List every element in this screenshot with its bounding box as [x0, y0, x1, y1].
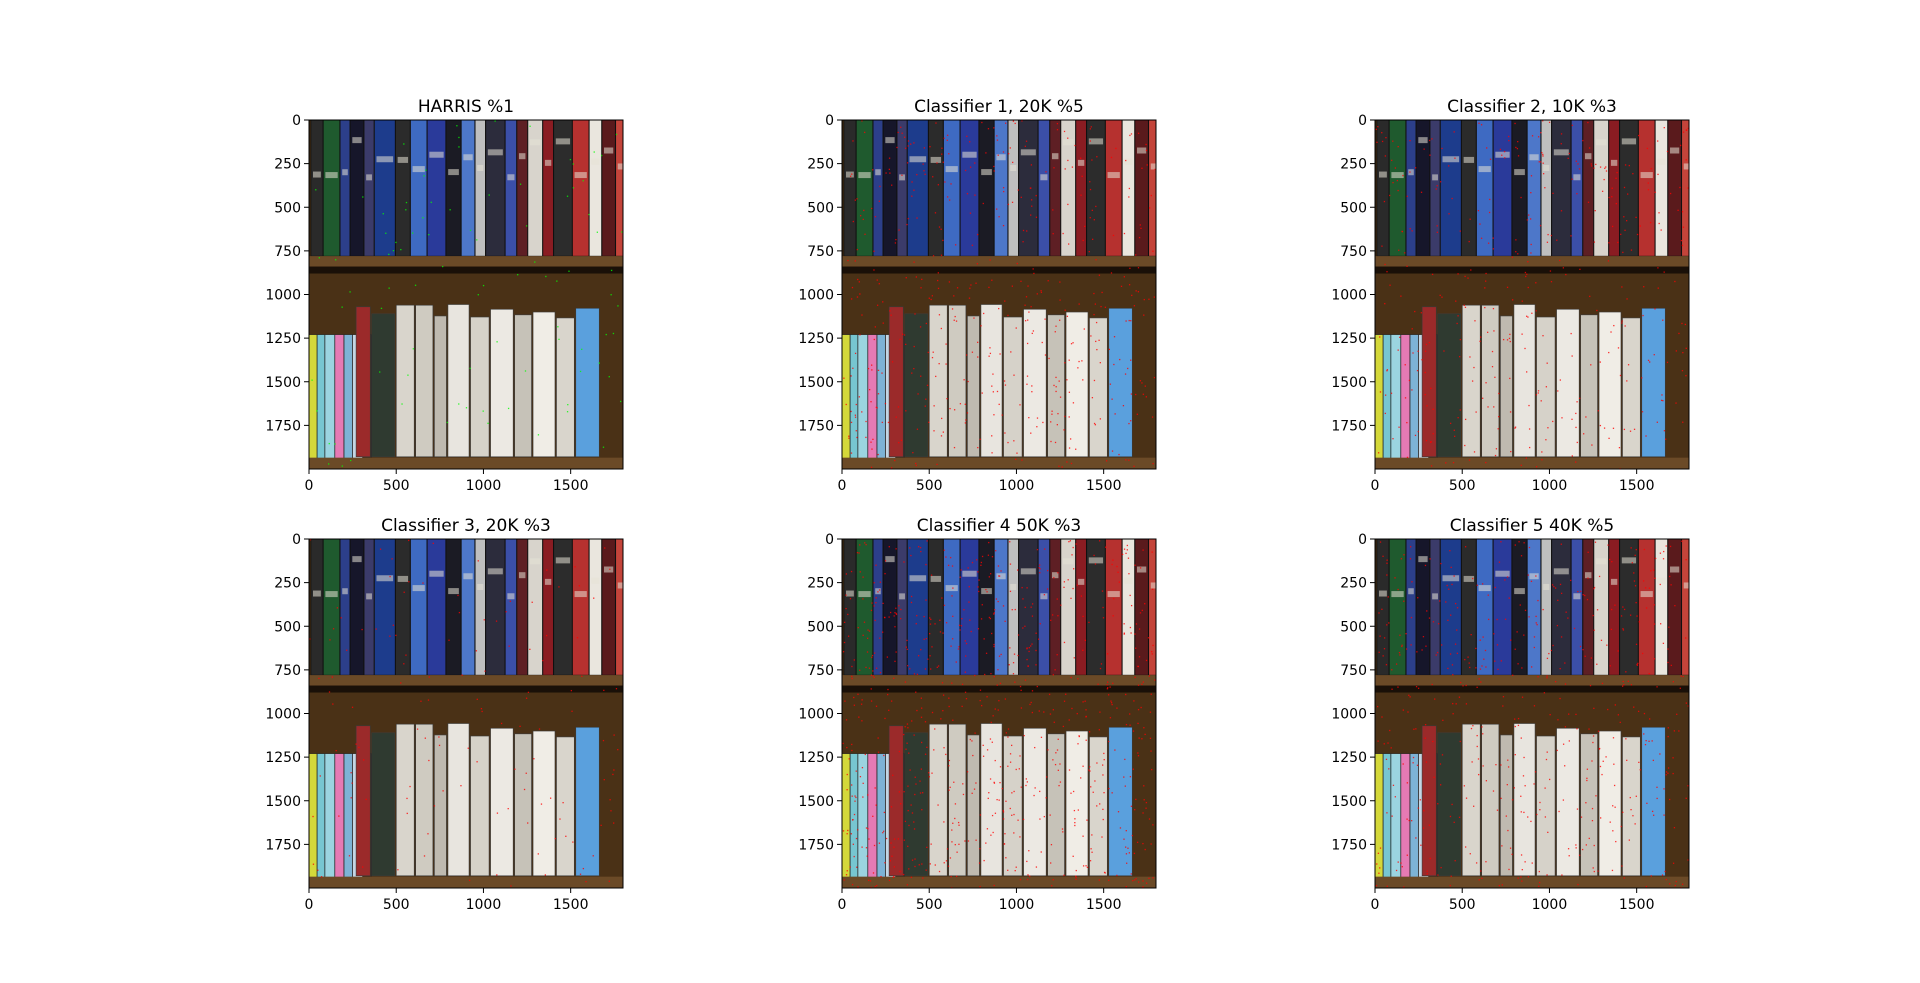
bookshelf-image [309, 120, 623, 469]
y-tick-label: 0 [292, 113, 301, 129]
x-tick-label: 0 [305, 478, 314, 494]
y-tick-label: 1750 [798, 837, 834, 853]
y-tick-label: 750 [807, 663, 834, 679]
subplot-title: Classifier 3, 20K %3 [381, 516, 551, 536]
y-tick-label: 1500 [798, 794, 834, 810]
bookshelf-image [842, 539, 1156, 888]
y-tick-label: 250 [1340, 576, 1367, 592]
x-tick-label: 1500 [1619, 897, 1655, 913]
y-tick-label: 750 [274, 663, 301, 679]
y-tick-label: 1250 [798, 331, 834, 347]
y-tick-label: 1500 [798, 375, 834, 391]
subplot-2: Classifier 1, 20K %5 0 500 1000 1500 0 250 500 7… [798, 97, 1157, 494]
bookshelf-image [842, 120, 1156, 469]
subplot-title: Classifier 2, 10K %3 [1447, 97, 1617, 117]
y-tick-label: 1000 [798, 707, 834, 723]
y-tick-label: 1750 [265, 837, 301, 853]
y-tick-label: 0 [825, 113, 834, 129]
subplot-5: Classifier 4 50K %3 0 500 1000 1500 0 250 500 75… [798, 516, 1157, 913]
subplot-title: Classifier 5 40K %5 [1450, 516, 1614, 536]
y-tick-label: 1250 [1331, 750, 1367, 766]
y-tick-label: 1500 [265, 794, 301, 810]
y-tick-label: 500 [274, 200, 301, 216]
x-tick-label: 1500 [553, 478, 589, 494]
x-tick-label: 500 [916, 897, 943, 913]
subplot-title: Classifier 4 50K %3 [917, 516, 1081, 536]
y-tick-label: 1750 [1331, 837, 1367, 853]
x-tick-label: 1500 [1086, 478, 1122, 494]
y-tick-label: 1500 [1331, 794, 1367, 810]
subplot-6: Classifier 5 40K %5 0 500 1000 1500 0 250 500 75… [1331, 516, 1690, 913]
y-tick-label: 750 [1340, 244, 1367, 260]
bookshelf-image [309, 539, 623, 888]
x-tick-label: 0 [1371, 478, 1380, 494]
x-tick-label: 0 [838, 478, 847, 494]
x-tick-label: 1500 [1086, 897, 1122, 913]
y-tick-label: 1250 [265, 750, 301, 766]
y-tick-label: 250 [274, 576, 301, 592]
y-tick-label: 500 [807, 200, 834, 216]
y-tick-label: 500 [274, 619, 301, 635]
y-tick-label: 250 [807, 576, 834, 592]
y-tick-label: 0 [1358, 113, 1367, 129]
x-tick-label: 1500 [1619, 478, 1655, 494]
x-tick-label: 500 [916, 478, 943, 494]
y-tick-label: 1250 [1331, 331, 1367, 347]
y-tick-label: 1000 [1331, 707, 1367, 723]
y-tick-label: 1000 [265, 707, 301, 723]
x-tick-label: 0 [1371, 897, 1380, 913]
x-tick-label: 500 [1449, 897, 1476, 913]
y-tick-label: 750 [1340, 663, 1367, 679]
x-tick-label: 1000 [999, 897, 1035, 913]
x-tick-label: 1000 [466, 478, 502, 494]
y-tick-label: 1000 [1331, 288, 1367, 304]
y-tick-label: 250 [274, 157, 301, 173]
bookshelf-image [1375, 539, 1689, 888]
y-tick-label: 1750 [798, 418, 834, 434]
y-tick-label: 1000 [798, 288, 834, 304]
y-tick-label: 0 [1358, 532, 1367, 548]
x-tick-label: 1000 [1532, 897, 1568, 913]
subplot-3: Classifier 2, 10K %3 0 500 1000 1500 0 250 500 7… [1331, 97, 1690, 494]
y-tick-label: 750 [274, 244, 301, 260]
y-tick-label: 0 [292, 532, 301, 548]
subplot-1: HARRIS %1 0 500 1000 1500 0 250 500 750 1000 1250 1… [265, 97, 624, 494]
y-tick-label: 1750 [1331, 418, 1367, 434]
bookshelf-image [1375, 120, 1689, 469]
x-tick-label: 1000 [999, 478, 1035, 494]
y-tick-label: 1500 [1331, 375, 1367, 391]
x-tick-label: 1000 [466, 897, 502, 913]
y-tick-label: 250 [1340, 157, 1367, 173]
x-tick-label: 1000 [1532, 478, 1568, 494]
x-tick-label: 1500 [553, 897, 589, 913]
x-tick-label: 0 [838, 897, 847, 913]
subplot-4: Classifier 3, 20K %3 0 500 1000 1500 0 250 500 7… [265, 516, 624, 913]
y-tick-label: 1750 [265, 418, 301, 434]
y-tick-label: 250 [807, 157, 834, 173]
y-tick-label: 750 [807, 244, 834, 260]
x-tick-label: 500 [1449, 478, 1476, 494]
subplot-title: Classifier 1, 20K %5 [914, 97, 1084, 117]
y-tick-label: 1250 [265, 331, 301, 347]
y-tick-label: 1500 [265, 375, 301, 391]
y-tick-label: 1250 [798, 750, 834, 766]
subplot-title: HARRIS %1 [418, 97, 514, 117]
y-tick-label: 1000 [265, 288, 301, 304]
y-tick-label: 500 [807, 619, 834, 635]
x-tick-label: 0 [305, 897, 314, 913]
y-tick-label: 500 [1340, 200, 1367, 216]
x-tick-label: 500 [383, 478, 410, 494]
y-tick-label: 0 [825, 532, 834, 548]
y-tick-label: 500 [1340, 619, 1367, 635]
x-tick-label: 500 [383, 897, 410, 913]
